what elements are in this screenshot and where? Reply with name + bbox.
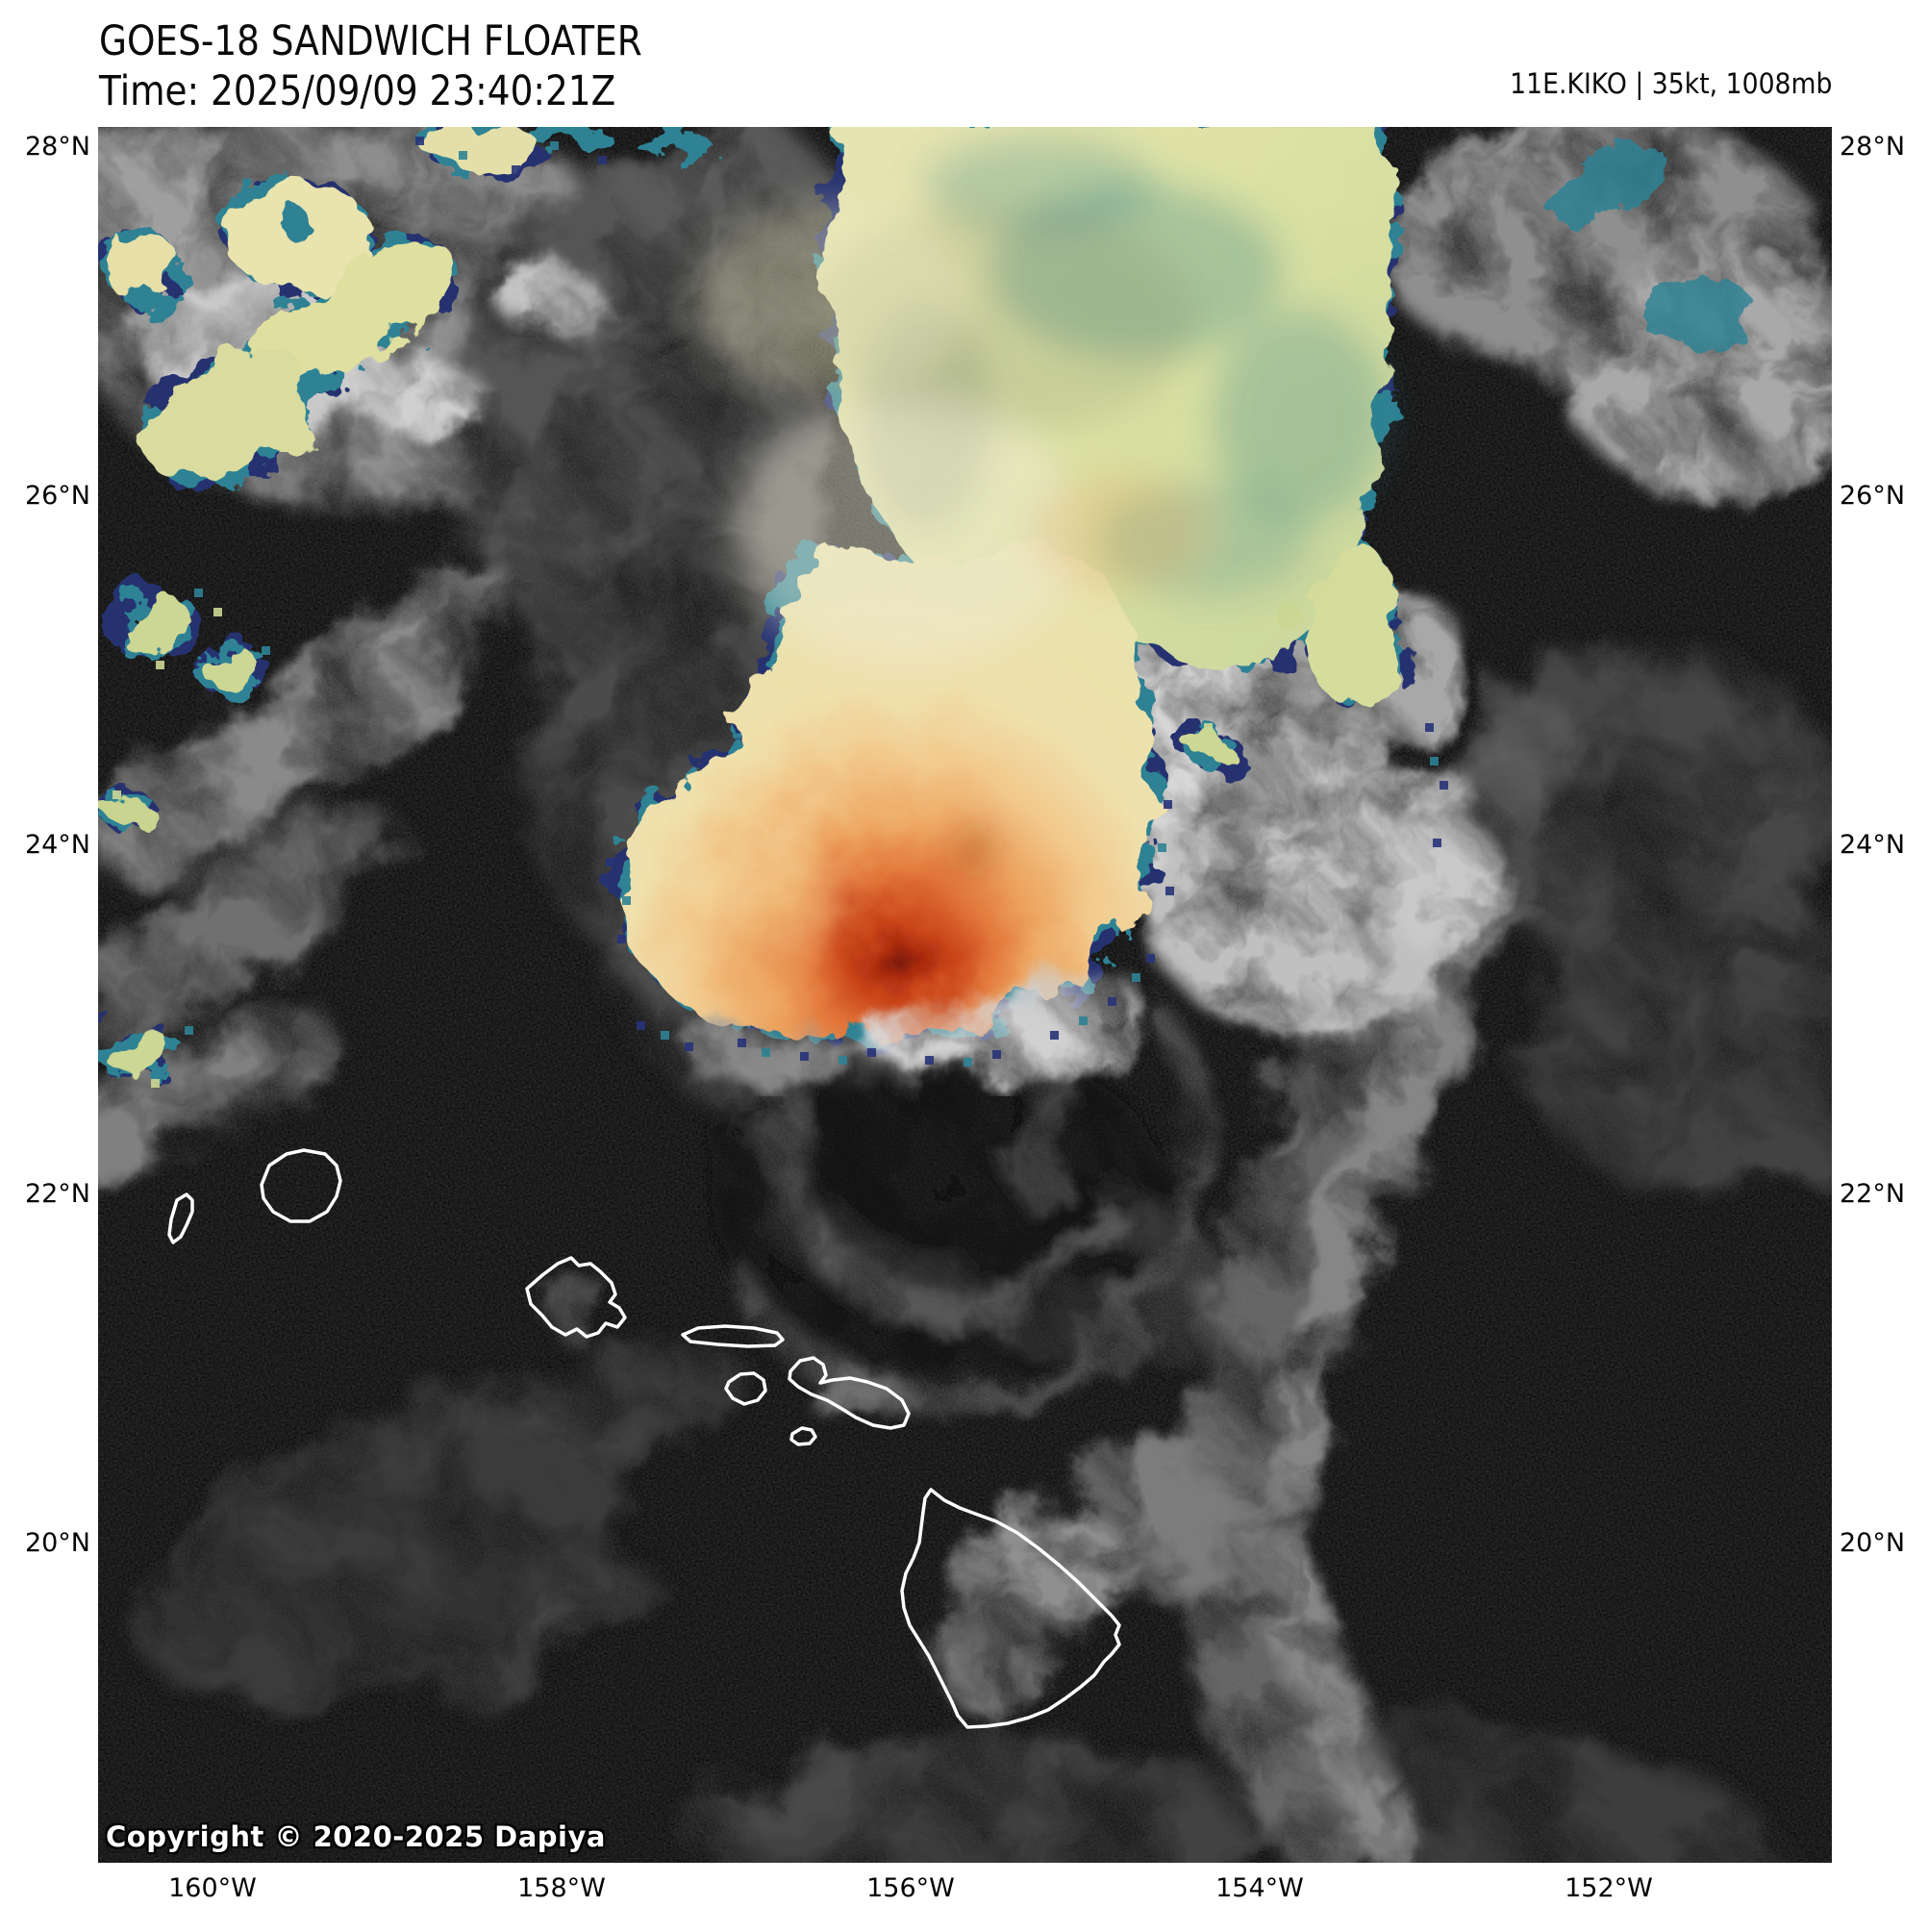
lat-label-left-28n: 28°N [24, 132, 90, 162]
island-outline-maui [788, 1356, 911, 1430]
bright-cloud-under-blob [685, 973, 1146, 1080]
lon-label-152w: 152°W [1565, 1873, 1653, 1903]
lat-label-left-20n: 20°N [24, 1528, 90, 1558]
island-outline-kauai [260, 1148, 342, 1223]
lon-label-154w: 154°W [1215, 1873, 1304, 1903]
island-outline-kahoolawe [789, 1426, 817, 1446]
page-title: GOES-18 SANDWICH FLOATER [99, 17, 642, 65]
image-timestamp: Time: 2025/09/09 23:40:21Z [99, 67, 616, 115]
lat-label-right-22n: 22°N [1840, 1179, 1906, 1209]
satellite-imagery [98, 127, 1832, 1863]
copyright-watermark: Copyright © 2020-2025 Dapiya [106, 1820, 606, 1853]
island-outline-lanai [724, 1371, 767, 1406]
lon-label-158w: 158°W [517, 1873, 606, 1903]
island-outline-molokai [681, 1324, 785, 1348]
lon-label-160w: 160°W [168, 1873, 257, 1903]
lat-label-right-24n: 24°N [1840, 830, 1906, 860]
lat-label-right-20n: 20°N [1840, 1528, 1906, 1558]
island-outline-niihau [167, 1192, 194, 1244]
lat-label-right-26n: 26°N [1840, 481, 1906, 511]
storm-info-label: 11E.KIKO | 35kt, 1008mb [1509, 67, 1832, 100]
satellite-image-panel: Copyright © 2020-2025 Dapiya [98, 127, 1832, 1863]
lat-label-left-24n: 24°N [24, 830, 90, 860]
lat-label-left-22n: 22°N [24, 1179, 90, 1209]
convection-interior-shading [694, 137, 1387, 954]
island-outlines [167, 1148, 1121, 1729]
island-outline-oahu [525, 1256, 627, 1339]
lon-label-156w: 156°W [866, 1873, 955, 1903]
island-outline-hawaii [900, 1488, 1121, 1729]
lat-label-right-28n: 28°N [1840, 132, 1906, 162]
lat-label-left-26n: 26°N [24, 481, 90, 511]
